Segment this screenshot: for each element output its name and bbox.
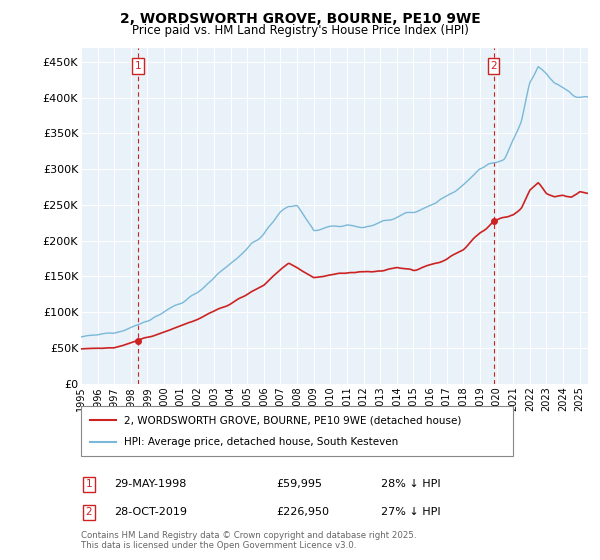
Text: 2, WORDSWORTH GROVE, BOURNE, PE10 9WE: 2, WORDSWORTH GROVE, BOURNE, PE10 9WE [119,12,481,26]
FancyBboxPatch shape [81,406,513,456]
Text: 28-OCT-2019: 28-OCT-2019 [114,507,187,517]
Text: 28% ↓ HPI: 28% ↓ HPI [381,479,440,489]
Text: HPI: Average price, detached house, South Kesteven: HPI: Average price, detached house, Sout… [124,437,398,447]
Text: 2: 2 [490,61,497,71]
Text: Price paid vs. HM Land Registry's House Price Index (HPI): Price paid vs. HM Land Registry's House … [131,24,469,37]
Text: 29-MAY-1998: 29-MAY-1998 [114,479,187,489]
Text: £226,950: £226,950 [276,507,329,517]
Text: 1: 1 [85,479,92,489]
Text: Contains HM Land Registry data © Crown copyright and database right 2025.
This d: Contains HM Land Registry data © Crown c… [81,530,416,550]
Text: 2: 2 [85,507,92,517]
Text: 27% ↓ HPI: 27% ↓ HPI [381,507,440,517]
Text: 2, WORDSWORTH GROVE, BOURNE, PE10 9WE (detached house): 2, WORDSWORTH GROVE, BOURNE, PE10 9WE (d… [124,415,461,425]
Text: £59,995: £59,995 [276,479,322,489]
Text: 1: 1 [134,61,141,71]
